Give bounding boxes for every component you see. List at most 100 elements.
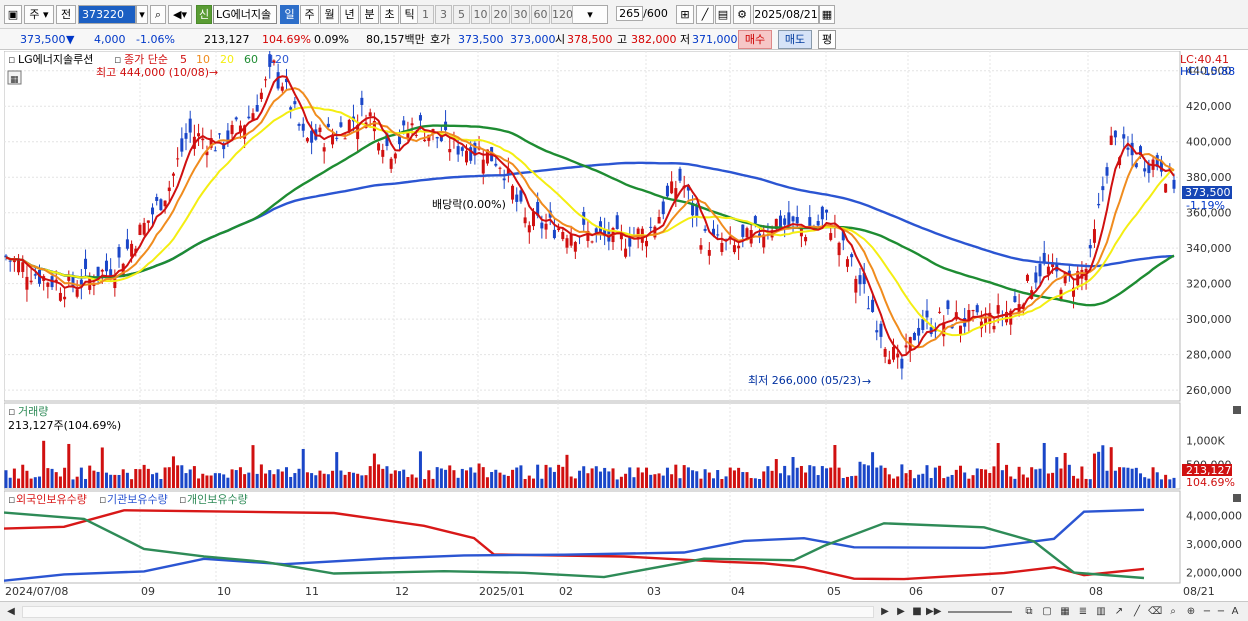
scroll-left-icon[interactable]: ◀ [7, 606, 15, 617]
candle-body [21, 262, 25, 272]
interval-5[interactable]: 30 [511, 5, 530, 24]
pin-icon[interactable]: ⊕ [1186, 606, 1196, 617]
fast-forward-icon[interactable]: ▶▶ [926, 606, 942, 617]
window-icon[interactable]: ▢ [1042, 606, 1052, 617]
interval-7[interactable]: 120 [551, 5, 573, 24]
date-input[interactable]: 2025/08/21 [753, 5, 819, 24]
list-icon[interactable]: ≣ [1078, 606, 1088, 617]
volume-bar [423, 479, 427, 488]
volume-bar [1118, 467, 1122, 488]
interval-2[interactable]: 5 [453, 5, 470, 24]
zoom-reset-icon[interactable]: − [1216, 606, 1226, 617]
volume-bar [79, 467, 83, 488]
volume-bar [67, 443, 71, 488]
all-toggle[interactable]: 전 [56, 5, 76, 24]
candle-body [1159, 161, 1163, 172]
volume-bar [586, 473, 590, 488]
candle-body [1113, 130, 1117, 138]
stop-icon[interactable]: ■ [912, 606, 922, 617]
volume-bar [268, 470, 272, 488]
chevron-down-icon[interactable]: ▾ [136, 5, 148, 24]
gear-icon[interactable]: ⚙ [733, 5, 751, 24]
buy-button[interactable]: 매수 [738, 30, 772, 49]
font-size-icon[interactable]: A [1231, 606, 1239, 617]
chart-panel[interactable]: 440,000 420,000 400,000 380,000 360,000 340,0… [3, 49, 1247, 601]
candle-body [938, 311, 942, 313]
interval-0[interactable]: 1 [417, 5, 434, 24]
tab-0[interactable]: 일 [280, 5, 299, 24]
volume-bar [917, 474, 921, 488]
interval-3[interactable]: 10 [471, 5, 490, 24]
volume-bar [117, 474, 121, 488]
candle-body [1013, 296, 1017, 302]
volume-bar [678, 478, 682, 488]
tab-1[interactable]: 주 [300, 5, 319, 24]
candle-body [142, 222, 146, 235]
search-icon[interactable]: ⌕ [150, 5, 166, 24]
candle-body [1126, 147, 1130, 150]
stock-chart[interactable]: 440,000 420,000 400,000 380,000 360,000 340,0… [3, 49, 1247, 601]
price-tick: 400,000 [1186, 136, 1232, 149]
pane-box-icon[interactable]: ▫ [8, 53, 15, 66]
zoom-slider[interactable] [948, 611, 1012, 613]
line-draw-icon[interactable]: ╱ [1133, 606, 1141, 617]
interval-6[interactable]: 60 [531, 5, 550, 24]
trend-line-icon[interactable]: ↗ [1114, 606, 1124, 617]
zoom-out-icon[interactable]: − [1202, 606, 1212, 617]
volume-bar [1092, 453, 1096, 488]
candle-body [284, 78, 288, 83]
calendar-icon[interactable]: ▦ [819, 5, 835, 24]
crosshair-icon[interactable]: ⊞ [676, 5, 694, 24]
volume-bar [749, 478, 753, 488]
scroll-track[interactable] [22, 606, 874, 618]
layout-icon[interactable]: ▣ [4, 5, 22, 24]
save-icon[interactable]: ▤ [715, 5, 731, 24]
holding-close-icon[interactable] [1233, 494, 1241, 502]
candle-body [774, 218, 778, 230]
erase-icon[interactable]: ⌫ [1148, 606, 1163, 617]
current-pct-text: -1.19% [1186, 199, 1225, 212]
volume-bar [163, 467, 167, 488]
table-icon[interactable] [7, 70, 22, 85]
line-tool-icon[interactable]: ╱ [696, 5, 714, 24]
tab-3[interactable]: 년 [340, 5, 359, 24]
volume-bar [130, 479, 134, 488]
interval-dropdown[interactable]: ▾ [572, 5, 608, 24]
candle-body [96, 266, 100, 280]
volume-bar [850, 476, 854, 488]
eval-button[interactable]: 평 [818, 30, 836, 49]
low-note: 최저 266,000 (05/23) [748, 374, 861, 387]
tab-4[interactable]: 분 [360, 5, 379, 24]
speaker-icon[interactable]: ◀▾ [168, 5, 192, 24]
holding-legend-0: 외국인보유수량 [16, 493, 87, 506]
volume-bar [121, 469, 125, 488]
volume-current-tag [1182, 464, 1232, 476]
candle-body [318, 127, 322, 133]
candle-body [469, 147, 473, 161]
interval-1[interactable]: 3 [435, 5, 452, 24]
volume-bar [1038, 468, 1042, 488]
candle-body [176, 158, 180, 160]
grid-icon[interactable]: ▦ [1060, 606, 1070, 617]
volume-bar [289, 476, 293, 488]
tab-2[interactable]: 월 [320, 5, 339, 24]
volume-bar [829, 467, 833, 488]
candle-body [167, 187, 171, 192]
market-select[interactable]: 주 ▾ [24, 5, 54, 24]
scroll-right-icon[interactable]: ▶ [881, 606, 889, 617]
candle-body [293, 101, 297, 105]
play-icon[interactable]: ▶ [897, 606, 905, 617]
candle-body [100, 269, 104, 272]
candle-body [1109, 135, 1113, 145]
copy-icon[interactable]: ⧉ [1025, 606, 1033, 617]
sell-button[interactable]: 매도 [778, 30, 812, 49]
stock-code-input[interactable]: 373220 [78, 5, 136, 24]
holding-legend: ▫ 외국인보유수량 ▫ 기관보유수량 ▫ 개인보유수량 [8, 493, 248, 506]
pane-box-icon-2: ▫ [114, 53, 121, 66]
interval-4[interactable]: 20 [491, 5, 510, 24]
tab-5[interactable]: 초 [380, 5, 399, 24]
volume-close-icon[interactable] [1233, 406, 1241, 414]
volume-box-icon[interactable]: ▫ [8, 405, 15, 418]
magnifier-icon[interactable]: ⌕ [1170, 606, 1176, 617]
bar-chart-icon[interactable]: ▥ [1096, 606, 1106, 617]
